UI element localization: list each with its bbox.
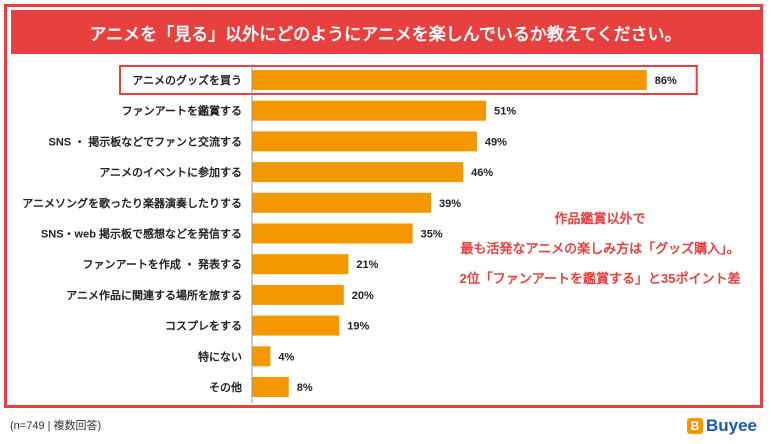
annotation: 作品鑑賞以外で 最も活発なアニメの楽しみ方は「グッズ購入」。 2位「ファンアート… — [430, 204, 770, 294]
bar — [252, 70, 647, 90]
category-label: 特にない — [198, 349, 242, 363]
annotation-line: 2位「ファンアートを鑑賞する」と35ポイント差 — [459, 271, 741, 286]
bar — [252, 377, 289, 397]
bar — [252, 284, 344, 305]
value-label: 4% — [278, 351, 294, 363]
bar — [252, 192, 432, 213]
bar — [252, 100, 487, 121]
chart-title: アニメを「見る」以外にどのようにアニメを楽しんでいるか教えてください。 — [11, 10, 760, 54]
category-label: ファンアートを鑑賞する — [122, 104, 242, 118]
bar — [252, 315, 340, 336]
category-label: SNS ・ 掲示板などでファンと交流する — [48, 134, 242, 148]
value-label: 46% — [471, 167, 493, 179]
category-label: アニメのイベントに参加する — [99, 165, 242, 179]
annotation-line: 作品鑑賞以外で — [554, 211, 646, 226]
value-label: 8% — [297, 382, 313, 394]
bar — [252, 346, 271, 367]
value-label: 51% — [494, 106, 516, 118]
annotation-line: 最も活発なアニメの楽しみ方は「グッズ購入」。 — [460, 241, 740, 256]
bar — [252, 223, 413, 244]
value-label: 20% — [352, 290, 374, 302]
category-label: アニメのグッズを買う — [132, 73, 242, 87]
category-label: ファンアートを作成 ・ 発表する — [83, 257, 242, 271]
value-label: 21% — [356, 259, 378, 271]
footer: (n=749 | 複数回答) B Buyee — [0, 415, 771, 437]
category-label: アニメ作品に関連する場所を旅する — [66, 288, 242, 302]
buyee-logo-icon: B — [686, 418, 703, 434]
value-label: 19% — [347, 321, 369, 333]
highlight-box — [119, 65, 698, 95]
value-label: 39% — [439, 198, 461, 210]
bar — [252, 254, 349, 275]
buyee-logo-text: Buyee — [705, 416, 757, 435]
chart-frame — [4, 4, 763, 408]
value-label: 86% — [655, 75, 677, 87]
category-label: その他 — [209, 380, 242, 394]
category-label: アニメソングを歌ったり楽器演奏したりする — [22, 196, 242, 210]
value-label: 49% — [485, 136, 507, 148]
bar — [252, 131, 477, 152]
sample-note: (n=749 | 複数回答) — [10, 420, 102, 432]
bar — [252, 162, 464, 183]
category-label: SNS・web 掲示板で感想などを発信する — [41, 227, 242, 241]
buyee-logo: B Buyee — [686, 415, 757, 437]
category-label: コスプレをする — [165, 319, 242, 333]
value-label: 35% — [421, 229, 443, 241]
